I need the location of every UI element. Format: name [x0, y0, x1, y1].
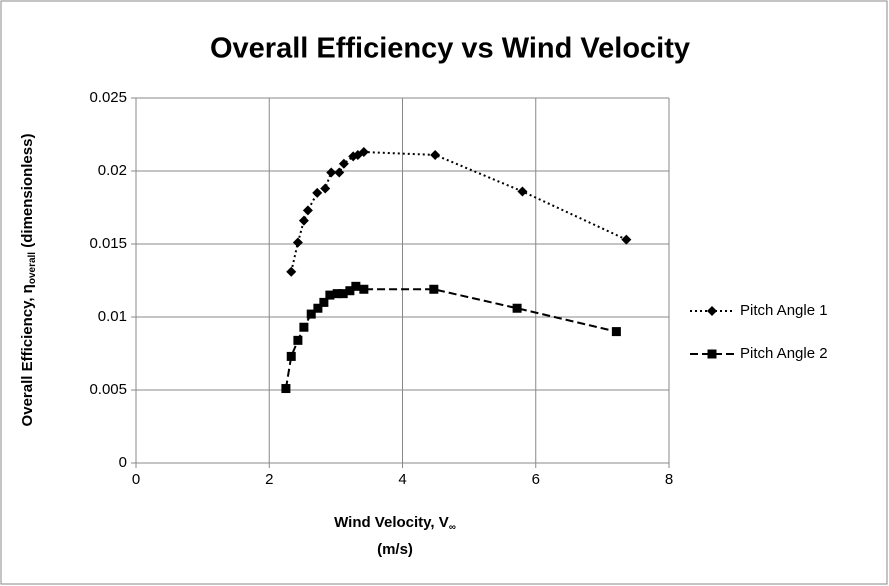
marker — [293, 335, 303, 345]
marker — [292, 237, 303, 248]
marker — [338, 158, 349, 169]
legend-label: Pitch Angle 1 — [740, 302, 828, 319]
marker — [359, 284, 369, 294]
marker — [611, 327, 621, 337]
x-label-sub: ∞ — [449, 522, 456, 533]
x-tick-label: 6 — [532, 471, 540, 488]
marker — [298, 215, 309, 226]
marker — [512, 303, 522, 313]
y-label-main: Overall Efficiency, η — [19, 284, 36, 426]
y-tick-label: 0.02 — [98, 162, 127, 179]
marker — [707, 306, 717, 316]
y-tick-label: 0 — [119, 454, 127, 471]
marker — [345, 286, 355, 296]
y-tick-label: 0.01 — [98, 308, 127, 325]
marker — [707, 349, 717, 359]
marker — [286, 266, 297, 277]
marker — [621, 234, 632, 245]
y-tick-label: 0.025 — [89, 89, 127, 106]
x-tick-label: 2 — [265, 471, 273, 488]
marker — [338, 289, 348, 299]
x-axis-label-line2: (m/s) — [377, 541, 413, 558]
marker — [430, 149, 441, 160]
x-axis-label: Wind Velocity, V∞ — [334, 514, 456, 533]
marker — [299, 322, 309, 332]
marker — [312, 187, 323, 198]
marker — [281, 384, 291, 394]
marker — [358, 147, 369, 158]
y-label-sub: overall — [27, 252, 38, 284]
marker — [286, 351, 296, 361]
marker — [320, 183, 331, 194]
marker — [306, 309, 316, 319]
legend-label: Pitch Angle 2 — [740, 345, 828, 362]
x-tick-label: 4 — [398, 471, 406, 488]
marker — [429, 284, 439, 294]
y-axis-label: Overall Efficiency, ηoverall (dimensionl… — [19, 134, 38, 427]
x-tick-label: 0 — [132, 471, 140, 488]
marker — [326, 167, 337, 178]
marker — [313, 303, 323, 313]
x-tick-label: 8 — [665, 471, 673, 488]
x-label-main: Wind Velocity, V — [334, 514, 449, 531]
marker — [302, 205, 313, 216]
marker — [351, 281, 361, 291]
y-tick-label: 0.015 — [89, 235, 127, 252]
marker — [517, 186, 528, 197]
marker — [332, 289, 342, 299]
chart-title: Overall Efficiency vs Wind Velocity — [210, 33, 690, 65]
y-tick-label: 0.005 — [89, 381, 127, 398]
marker — [334, 167, 345, 178]
y-label-rest: (dimensionless) — [19, 134, 36, 252]
marker — [319, 297, 329, 307]
marker — [325, 290, 335, 300]
